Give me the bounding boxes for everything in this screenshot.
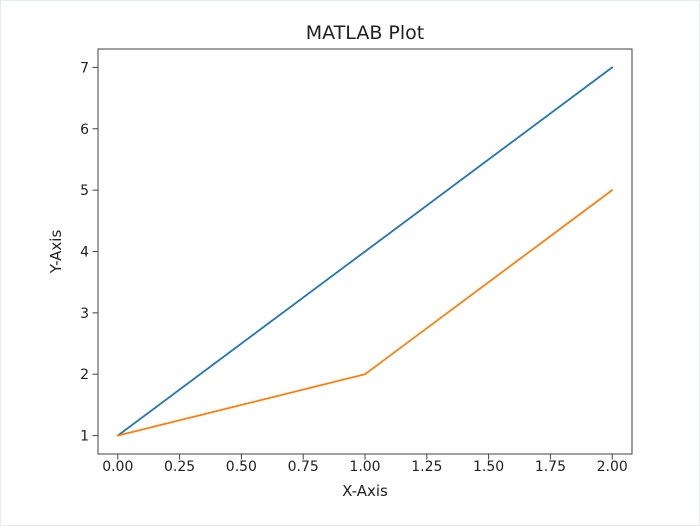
y-tick-label: 6 (80, 122, 89, 138)
chart-title: MATLAB Plot (306, 22, 424, 44)
y-tick-label: 1 (80, 429, 89, 445)
y-tick-label: 2 (80, 367, 89, 383)
axis-ticks: 0.00 0.25 0.50 0.75 1.00 1.25 1.50 1.75 2.00 1 2 3 4… (80, 60, 628, 475)
x-tick-label: 1.00 (349, 459, 380, 475)
x-tick-label: 1.75 (535, 459, 566, 475)
y-tick-label: 4 (80, 245, 89, 261)
line-series-blue (116, 66, 614, 437)
line-series-orange (116, 189, 614, 437)
x-tick-label: 0.00 (102, 459, 133, 475)
x-tick-label: 0.75 (288, 459, 319, 475)
x-tick-label: 0.25 (164, 459, 195, 475)
x-tick-label: 0.50 (226, 459, 257, 475)
y-tick-label: 5 (80, 183, 89, 199)
x-axis-label: X-Axis (342, 482, 388, 500)
y-axis-label: Y-Axis (47, 230, 65, 275)
plot-series (116, 66, 614, 437)
y-tick-label: 3 (80, 306, 89, 322)
x-tick-label: 2.00 (597, 459, 628, 475)
x-tick-label: 1.25 (411, 459, 442, 475)
x-tick-label: 1.50 (473, 459, 504, 475)
y-tick-label: 7 (80, 60, 89, 76)
axes-frame (97, 48, 633, 455)
